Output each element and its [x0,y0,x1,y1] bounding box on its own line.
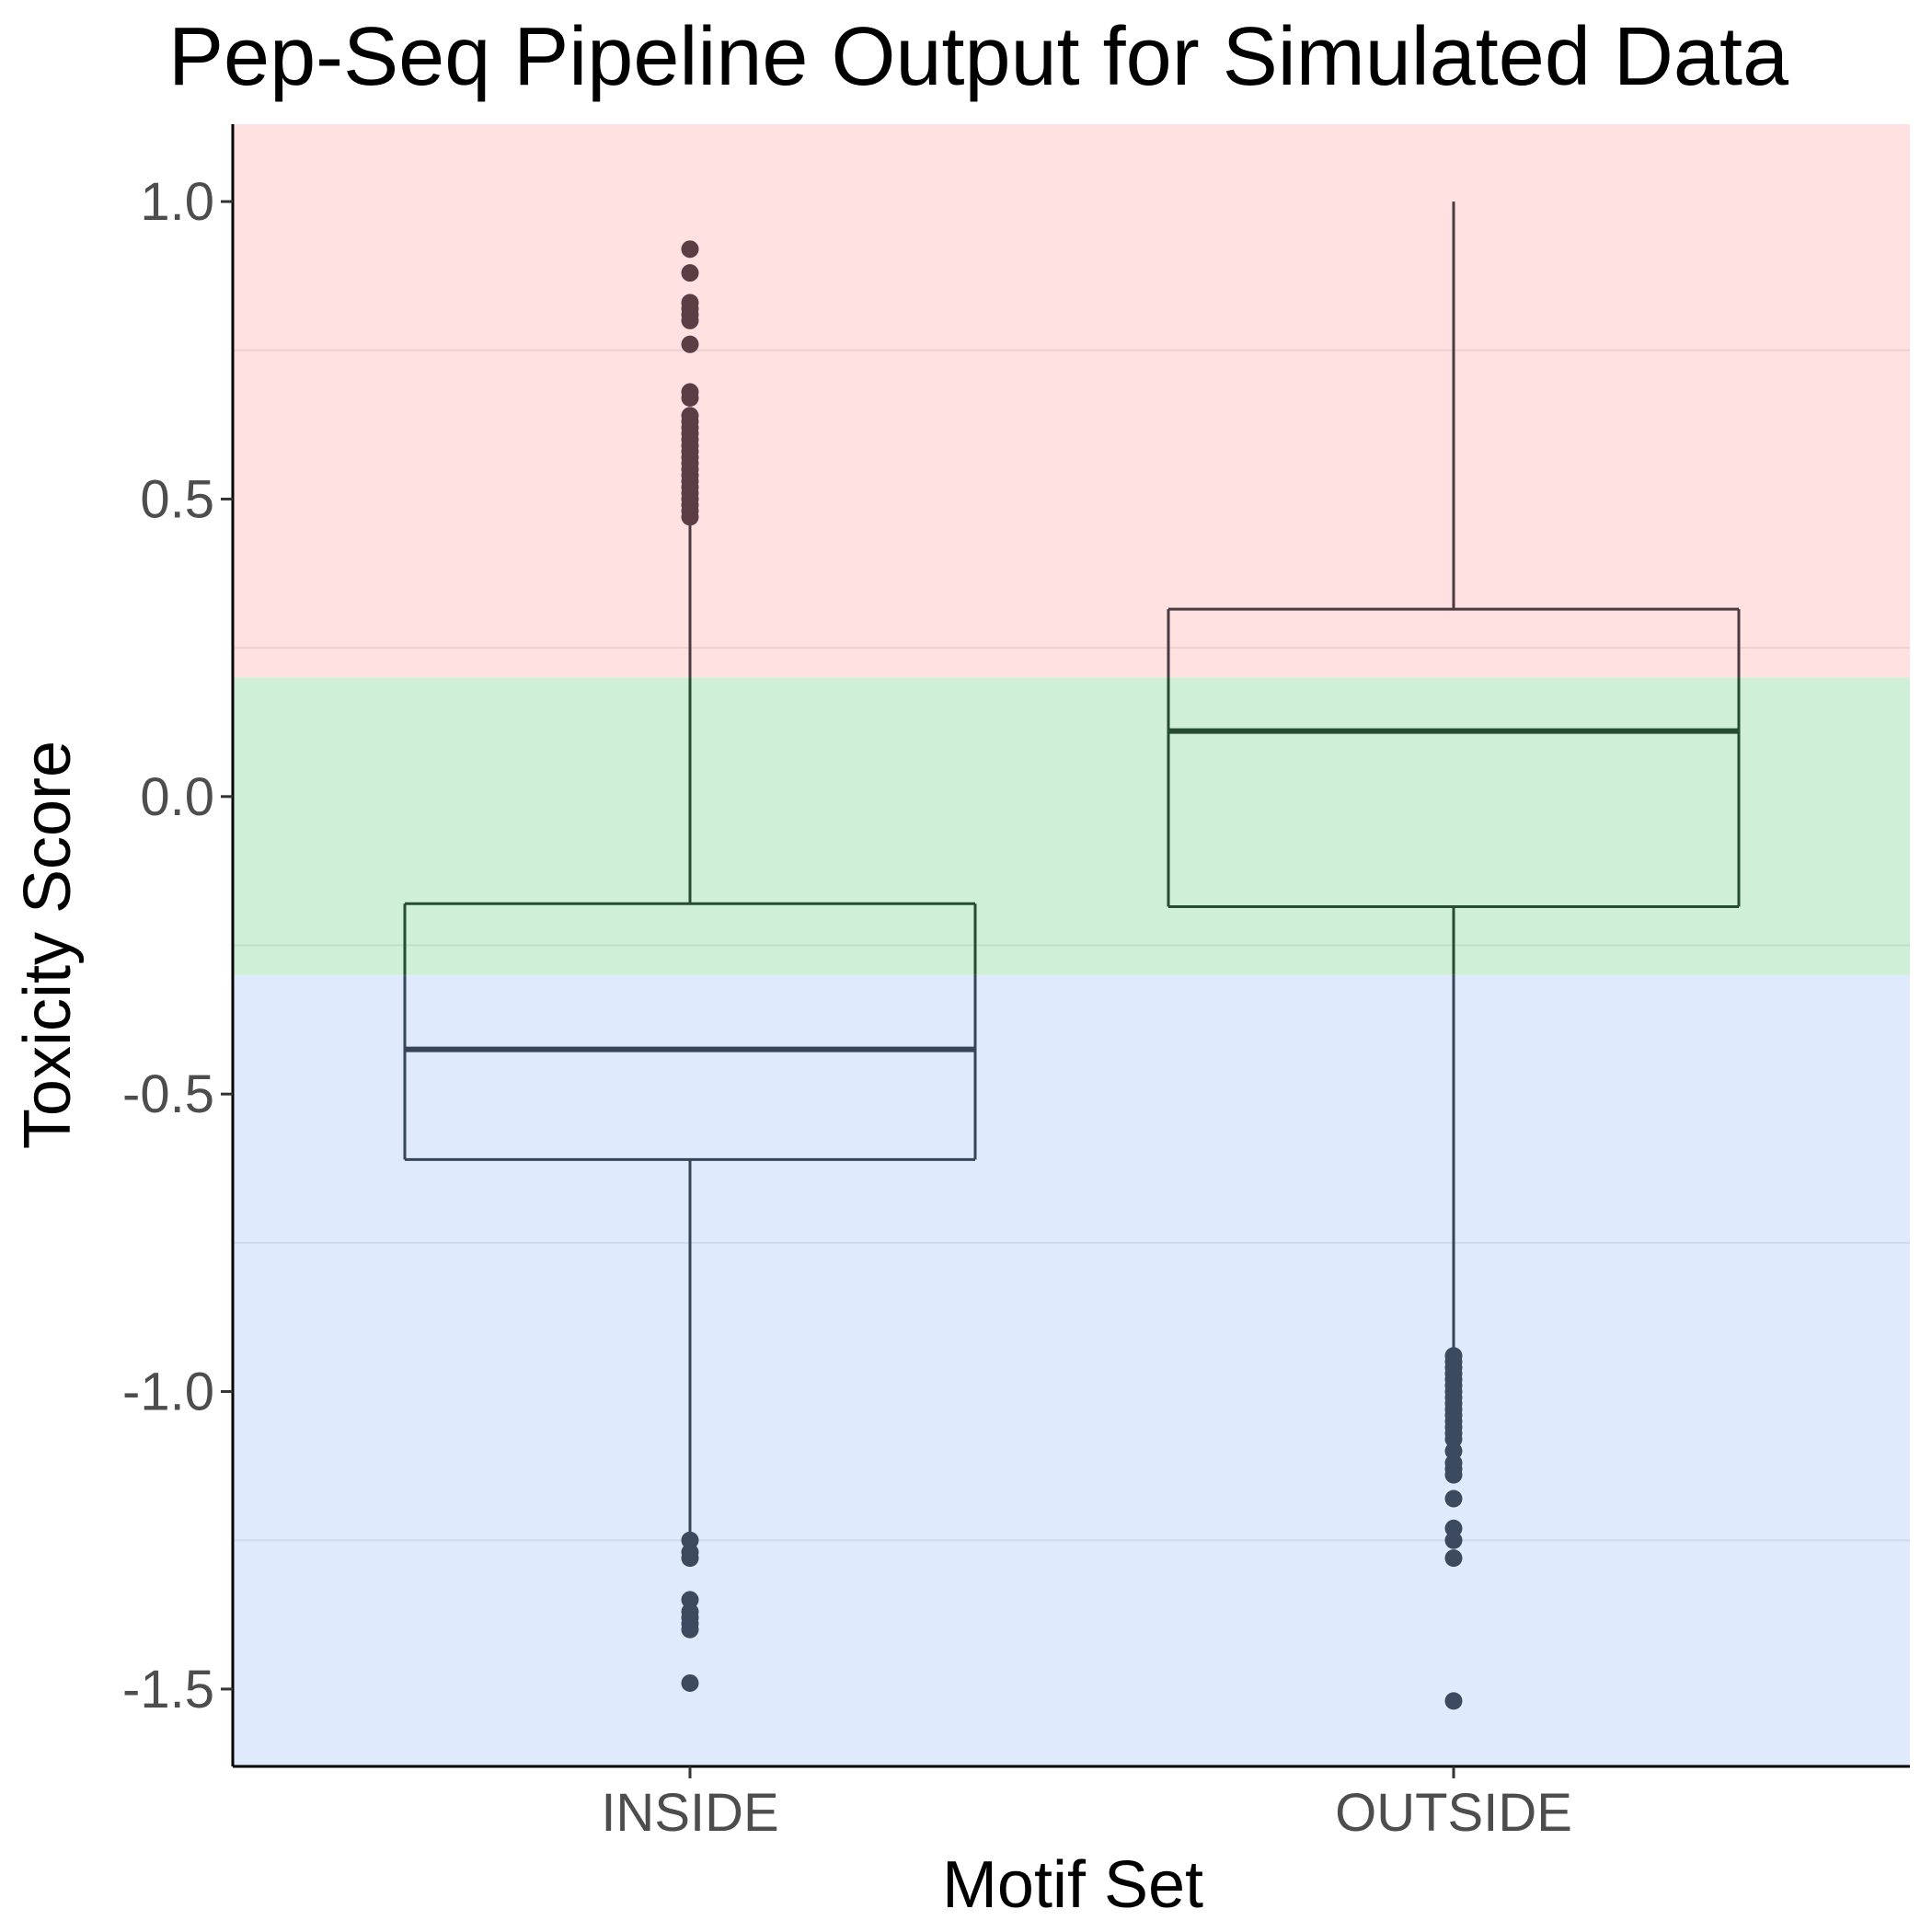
box-inside [403,240,977,1692]
outlier-point [681,311,699,329]
x-tick-label: OUTSIDE [1335,1783,1572,1843]
outlier-point [681,508,699,526]
axes [231,124,1910,1768]
outlier-point [1444,1489,1463,1508]
y-axis-title: Toxicity Score [11,741,85,1149]
y-tick-label: 1.0 [140,172,214,232]
outlier-point [681,240,699,259]
outlier-point [681,389,699,407]
x-ticks: INSIDE OUTSIDE [601,1766,1572,1843]
outlier-point [681,1673,699,1692]
band-low [233,974,1910,1766]
chart-title: Pep-Seq Pipeline Output for Simulated Da… [168,11,1789,103]
score-bands [233,124,1910,1766]
x-tick-label: INSIDE [601,1783,778,1843]
y-tick-label: 0.0 [140,767,214,827]
band-mid [233,677,1910,975]
outlier-point [681,1620,699,1639]
outlier-point [681,335,699,353]
y-tick-label: -1.5 [122,1660,214,1719]
y-tick-label: -1.0 [122,1363,214,1422]
y-ticks: 1.0 0.5 0.0 -0.5 -1.0 -1.5 [122,172,233,1719]
outlier-point [1444,1466,1463,1484]
outlier-point [681,264,699,282]
outlier-point [1444,1692,1463,1710]
y-tick-label: -0.5 [122,1064,214,1124]
x-axis-title: Motif Set [942,1848,1203,1922]
outlier-point [1444,1531,1463,1549]
boxes [403,201,1741,1710]
y-tick-label: 0.5 [140,469,214,529]
band-high [233,124,1910,678]
box-outside [1167,201,1741,1710]
gridlines [233,349,1910,1542]
outlier-point [1444,1549,1463,1568]
outlier-point [681,1549,699,1568]
